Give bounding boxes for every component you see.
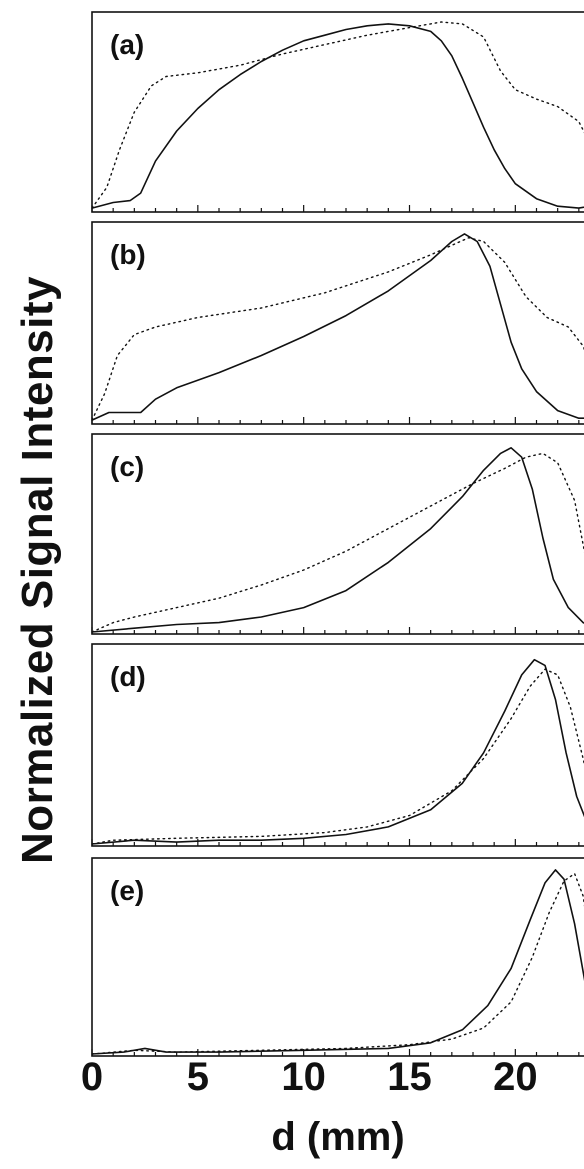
panels-group: (a) (b) (c) (d) (e) [91, 11, 584, 1057]
panel-2: (b) [91, 221, 584, 425]
panel-label: (c) [110, 451, 144, 482]
x-tick-label: 20 [493, 1055, 538, 1099]
panel-frame [91, 643, 584, 847]
panel-frame [91, 857, 584, 1057]
panel-label: (a) [110, 29, 144, 60]
solid-series-line [91, 869, 584, 1055]
dotted-series-line [91, 872, 584, 1055]
panel-label: (b) [110, 239, 146, 270]
panel-1: (a) [91, 11, 584, 213]
x-axis-label: d (mm) [271, 1115, 404, 1159]
dotted-series-line [91, 21, 584, 209]
dotted-series-line [91, 668, 584, 845]
panel-4: (d) [91, 643, 584, 847]
x-tick-label: 15 [387, 1055, 432, 1099]
solid-series-line [91, 23, 584, 209]
x-tick-label: 10 [281, 1055, 326, 1099]
solid-series-line [91, 233, 584, 421]
panel-label: (e) [110, 875, 144, 906]
solid-series-line [91, 658, 584, 845]
panel-frame [91, 433, 584, 635]
x-tick-label: 0 [81, 1055, 103, 1099]
dotted-series-line [91, 452, 584, 633]
dotted-series-line [91, 237, 584, 421]
solid-series-line [91, 447, 584, 633]
x-tick-label: 5 [187, 1055, 209, 1099]
panel-5: (e) [91, 857, 584, 1057]
x-tick-labels: 0 5 10 15 20 [81, 1055, 538, 1099]
panel-label: (d) [110, 661, 146, 692]
panel-3: (c) [91, 433, 584, 635]
